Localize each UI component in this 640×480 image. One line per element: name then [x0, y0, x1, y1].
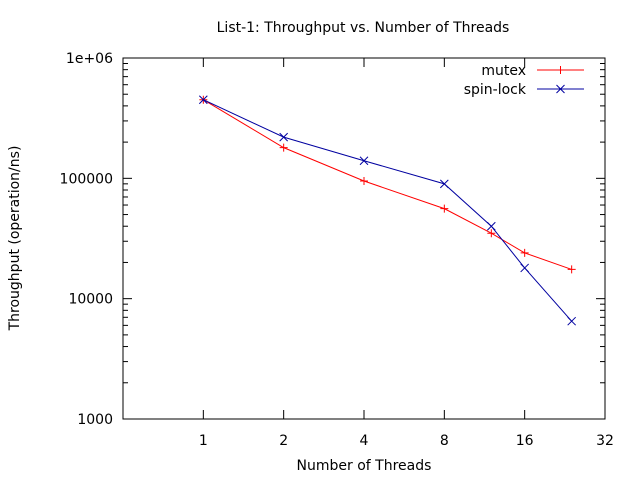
- legend: mutex spin-lock: [464, 63, 584, 98]
- plot-area: [123, 57, 606, 420]
- x-tick-label: 2: [279, 433, 288, 449]
- legend-label-mutex: mutex: [481, 63, 526, 79]
- y-tick-label: 1e+06: [66, 51, 113, 67]
- y-tick-label: 100000: [60, 171, 113, 187]
- y-axis-label: Throughput (operation/ns): [7, 146, 23, 332]
- plot-frame: [122, 57, 606, 420]
- x-tick-label: 8: [440, 433, 449, 449]
- data-point-spin-lock: [439, 179, 449, 189]
- data-point-spin-lock: [567, 316, 577, 326]
- x-tick-label: 1: [199, 433, 208, 449]
- data-point-mutex: [440, 204, 449, 213]
- y-tick-label: 1000: [77, 412, 113, 428]
- data-point-spin-lock: [198, 95, 208, 105]
- data-point-mutex: [487, 229, 496, 238]
- x-axis-label: Number of Threads: [297, 458, 432, 474]
- x-tick-label: 32: [596, 433, 614, 449]
- data-point-spin-lock: [486, 221, 496, 231]
- legend-marker-spin-lock: [556, 84, 565, 94]
- y-tick-label: 10000: [68, 292, 113, 308]
- legend-label-spin-lock: spin-lock: [464, 82, 527, 98]
- legend-marker-mutex: [556, 66, 565, 74]
- data-point-mutex: [520, 248, 529, 257]
- x-tick-label: 16: [516, 433, 534, 449]
- data-point-mutex: [567, 265, 576, 274]
- data-point-mutex: [279, 143, 288, 152]
- chart-title: List-1: Throughput vs. Number of Threads: [217, 20, 510, 36]
- data-point-spin-lock: [520, 263, 530, 273]
- data-point-spin-lock: [359, 156, 369, 166]
- data-point-mutex: [360, 177, 368, 186]
- x-tick-label: 4: [360, 433, 369, 449]
- data-point-spin-lock: [279, 132, 289, 142]
